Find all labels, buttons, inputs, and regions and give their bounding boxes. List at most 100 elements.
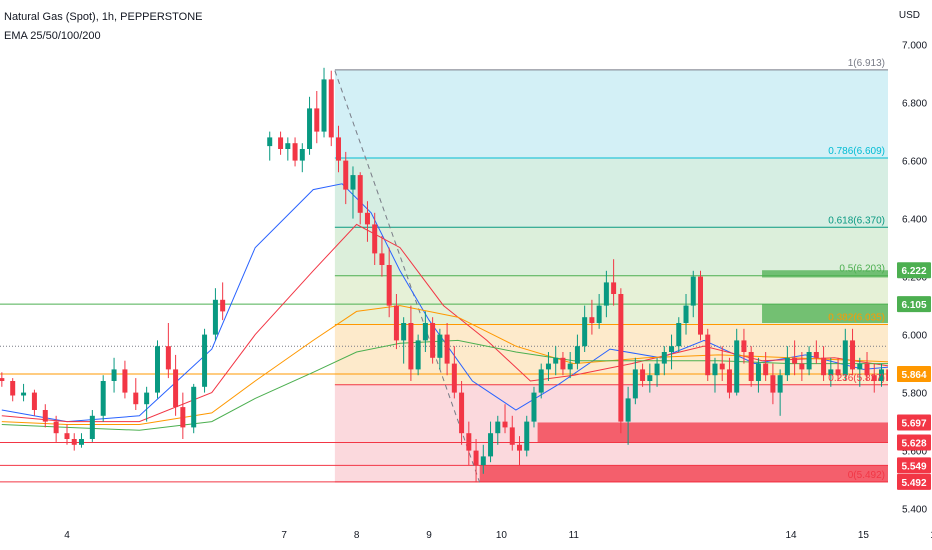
candle-body xyxy=(538,369,544,393)
candle-body xyxy=(879,369,884,381)
price-labels: 6.222 6.105 5.864 5.697 5.628 5.549 5.492 xyxy=(897,262,931,490)
candle-body xyxy=(350,175,356,190)
candle-body xyxy=(828,369,834,376)
candle-body xyxy=(690,276,696,306)
candle-body xyxy=(495,421,501,434)
ema-lines xyxy=(1,183,929,431)
y-tick-label: 6.800 xyxy=(902,99,927,110)
price-tag: 5.492 xyxy=(901,478,926,489)
fib-label: 0.382(6.035) xyxy=(828,312,885,323)
y-tick-label: 6.000 xyxy=(902,331,927,342)
price-tag: 5.864 xyxy=(901,370,926,381)
candle-body xyxy=(401,323,407,341)
horizontal-lines xyxy=(0,303,888,483)
fib-label: 0.786(6.609) xyxy=(828,146,885,157)
price-tag-bg xyxy=(897,414,931,431)
candle-body xyxy=(212,299,218,335)
x-tick-label: 7 xyxy=(281,530,287,541)
candle-body xyxy=(422,323,428,341)
candle-body xyxy=(719,363,725,370)
candle-body xyxy=(524,421,530,451)
symbol-title[interactable]: Natural Gas (Spot), 1h, PEPPERSTONE xyxy=(4,11,203,23)
price-tag: 6.222 xyxy=(901,266,926,277)
x-tick-label: 14 xyxy=(785,530,797,541)
candles xyxy=(0,67,928,483)
candle-body xyxy=(89,415,95,439)
candle-body xyxy=(567,363,573,370)
candle-body xyxy=(698,276,703,335)
candle-body xyxy=(857,363,863,370)
candle-body xyxy=(705,334,711,376)
candle-body xyxy=(372,224,378,254)
resistance-upper-zone xyxy=(762,270,888,278)
y-tick-label: 7.000 xyxy=(902,41,927,52)
candle-body xyxy=(792,357,798,364)
candle-body xyxy=(553,357,559,364)
candle-body xyxy=(850,340,856,370)
candle-body xyxy=(574,346,580,364)
candle-body xyxy=(784,357,790,376)
ema-line xyxy=(1,183,929,423)
candle-body xyxy=(603,282,609,306)
candle-body xyxy=(292,143,298,161)
candle-body xyxy=(480,456,486,466)
candle-body xyxy=(466,433,472,451)
y-tick-label: 6.600 xyxy=(902,157,927,168)
candle-body xyxy=(173,369,179,408)
candle-body xyxy=(21,392,27,396)
candle-body xyxy=(596,305,602,323)
candle-body xyxy=(10,381,16,396)
indicator-legend[interactable]: EMA 25/50/100/200 xyxy=(4,30,101,42)
candle-body xyxy=(545,363,551,370)
price-tag: 5.697 xyxy=(901,418,926,429)
candle-body xyxy=(669,346,675,352)
candle-body xyxy=(202,334,208,387)
support-lower-zone xyxy=(479,465,888,482)
candle-body xyxy=(473,450,479,466)
price-tag-bg xyxy=(897,296,931,313)
price-tag: 5.549 xyxy=(901,461,926,472)
candle-body xyxy=(871,375,877,381)
candle-body xyxy=(328,79,334,138)
candle-body xyxy=(741,340,747,352)
candle-body xyxy=(835,369,841,376)
price-tag: 6.105 xyxy=(901,300,926,311)
candle-body xyxy=(683,305,689,323)
candle-body xyxy=(502,421,508,428)
ema-line xyxy=(1,339,929,431)
candle-body xyxy=(357,175,363,213)
price-axis[interactable]: 7.0006.8006.6006.4006.2006.0005.8005.600… xyxy=(888,0,932,517)
candle-body xyxy=(100,381,106,416)
candle-body xyxy=(64,433,70,439)
candle-body xyxy=(165,346,171,370)
candle-body xyxy=(770,375,776,393)
candle-body xyxy=(408,323,414,370)
candle-body xyxy=(632,369,638,399)
candle-body xyxy=(220,299,226,312)
candle-body xyxy=(444,334,450,364)
candle-body xyxy=(111,369,117,381)
fib-label: 0(5.492) xyxy=(848,470,885,481)
x-tick-label: 16 xyxy=(930,530,932,541)
time-axis[interactable]: 47891011141516171821 xyxy=(0,517,932,550)
candle-body xyxy=(415,340,421,370)
candle-body xyxy=(71,439,77,445)
candle-body xyxy=(654,363,660,376)
fib-band xyxy=(334,69,888,158)
candle-body xyxy=(314,108,320,132)
fib-label: 0.236(5.827) xyxy=(828,373,885,384)
sr-zones xyxy=(479,270,888,482)
candle-body xyxy=(343,160,349,190)
candle-body xyxy=(777,375,783,393)
candle-body xyxy=(31,392,37,410)
candle-body xyxy=(191,386,197,428)
support-upper-zone xyxy=(537,422,888,443)
fib-labels: 1(6.913) 0.786(6.609) 0.618(6.370) 0.5(6.20… xyxy=(828,58,885,481)
x-tick-label: 10 xyxy=(496,530,508,541)
candle-body xyxy=(78,439,84,445)
candle-body xyxy=(307,108,313,149)
candle-body xyxy=(299,149,305,161)
candle-body xyxy=(393,305,399,341)
candle-body xyxy=(53,421,59,434)
